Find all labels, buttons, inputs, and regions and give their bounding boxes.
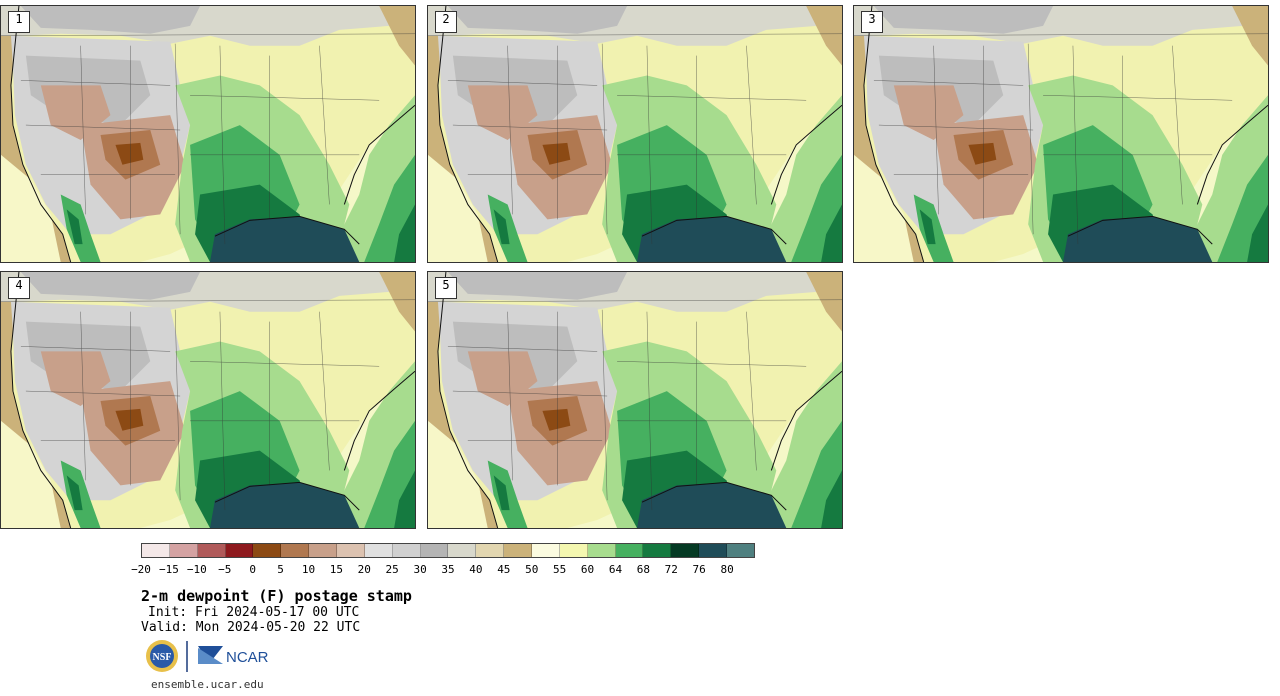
colorbar-bin — [587, 544, 616, 557]
dewpoint-map-5 — [428, 272, 842, 528]
colorbar-tick-label: 35 — [441, 563, 455, 576]
colorbar-tick-label: 0 — [249, 563, 256, 576]
colorbar-tick-label: −10 — [186, 563, 207, 576]
panel-label-3: 3 — [861, 11, 883, 33]
colorbar-tick-label: 45 — [497, 563, 511, 576]
colorbar-tick-label: 15 — [329, 563, 343, 576]
colorbar-bin — [559, 544, 588, 557]
dewpoint-map-3 — [854, 6, 1268, 262]
init-time: Init: Fri 2024-05-17 00 UTC — [148, 605, 360, 620]
colorbar-tick-label: 80 — [720, 563, 734, 576]
colorbar-bin — [643, 544, 672, 557]
colorbar-tick-label: 55 — [553, 563, 567, 576]
panel-label-1: 1 — [8, 11, 30, 33]
colorbar-bin — [448, 544, 477, 557]
colorbar-tick-label: −5 — [218, 563, 232, 576]
colorbar-bin — [281, 544, 310, 557]
ncar-logo-text: NCAR — [226, 649, 269, 666]
valid-time: Valid: Mon 2024-05-20 22 UTC — [141, 620, 361, 635]
colorbar-tick-label: 60 — [580, 563, 595, 576]
panel-label-5: 5 — [435, 277, 457, 299]
colorbar-bin — [142, 544, 170, 557]
colorbar-bin — [225, 544, 254, 557]
colorbar-bin — [476, 544, 505, 557]
colorbar-tick-label: 40 — [469, 563, 483, 576]
colorbar-bin — [309, 544, 338, 557]
colorbar-tick-label: 5 — [277, 563, 284, 576]
colorbar-bin — [727, 544, 754, 557]
colorbar-bin — [364, 544, 393, 557]
colorbar-bin — [504, 544, 533, 557]
dewpoint-map-2 — [428, 6, 842, 262]
colorbar — [141, 543, 755, 558]
site-url: ensemble.ucar.edu — [151, 678, 264, 691]
ncar-logo-icon: NCAR — [198, 646, 269, 666]
colorbar-tick-label: 72 — [664, 563, 678, 576]
map-panel-1: 1 — [0, 5, 416, 263]
map-panel-2: 2 — [427, 5, 843, 263]
colorbar-bin — [420, 544, 449, 557]
dewpoint-map-1 — [1, 6, 415, 262]
colorbar-bin — [532, 544, 560, 557]
colorbar-bin — [337, 544, 365, 557]
colorbar-bin — [253, 544, 282, 557]
colorbar-tick-label: 50 — [525, 563, 539, 576]
dewpoint-map-4 — [1, 272, 415, 528]
colorbar-tick-label: 76 — [692, 563, 706, 576]
colorbar-bin — [169, 544, 198, 557]
colorbar-bin — [197, 544, 226, 557]
colorbar-ticks: −20 −15 −10 −5 0 5 10 15 20 25 30 35 40 45 50 55 60 64 68 7… — [131, 563, 755, 577]
colorbar-bin — [699, 544, 728, 557]
map-panel-4: 4 — [0, 271, 416, 529]
nsf-logo-icon: NSF — [146, 640, 178, 672]
colorbar-tick-label: 64 — [608, 563, 623, 576]
panel-label-2: 2 — [435, 11, 457, 33]
colorbar-bin — [392, 544, 421, 557]
plot-title: 2-m dewpoint (F) postage stamp — [141, 587, 412, 605]
panel-label-4: 4 — [8, 277, 30, 299]
colorbar-tick-label: −15 — [158, 563, 179, 576]
colorbar-tick-label: 68 — [636, 563, 650, 576]
colorbar-tick-label: 20 — [357, 563, 371, 576]
logos: NSF NCAR — [146, 640, 269, 672]
colorbar-tick-label: −20 — [131, 563, 151, 576]
map-panel-3: 3 — [853, 5, 1269, 263]
colorbar-bin — [671, 544, 700, 557]
nsf-logo-text: NSF — [153, 652, 172, 663]
colorbar-tick-label: 25 — [385, 563, 399, 576]
colorbar-bin — [615, 544, 644, 557]
colorbar-tick-label: 30 — [413, 563, 427, 576]
colorbar-tick-label: 10 — [301, 563, 316, 576]
map-panel-5: 5 — [427, 271, 843, 529]
